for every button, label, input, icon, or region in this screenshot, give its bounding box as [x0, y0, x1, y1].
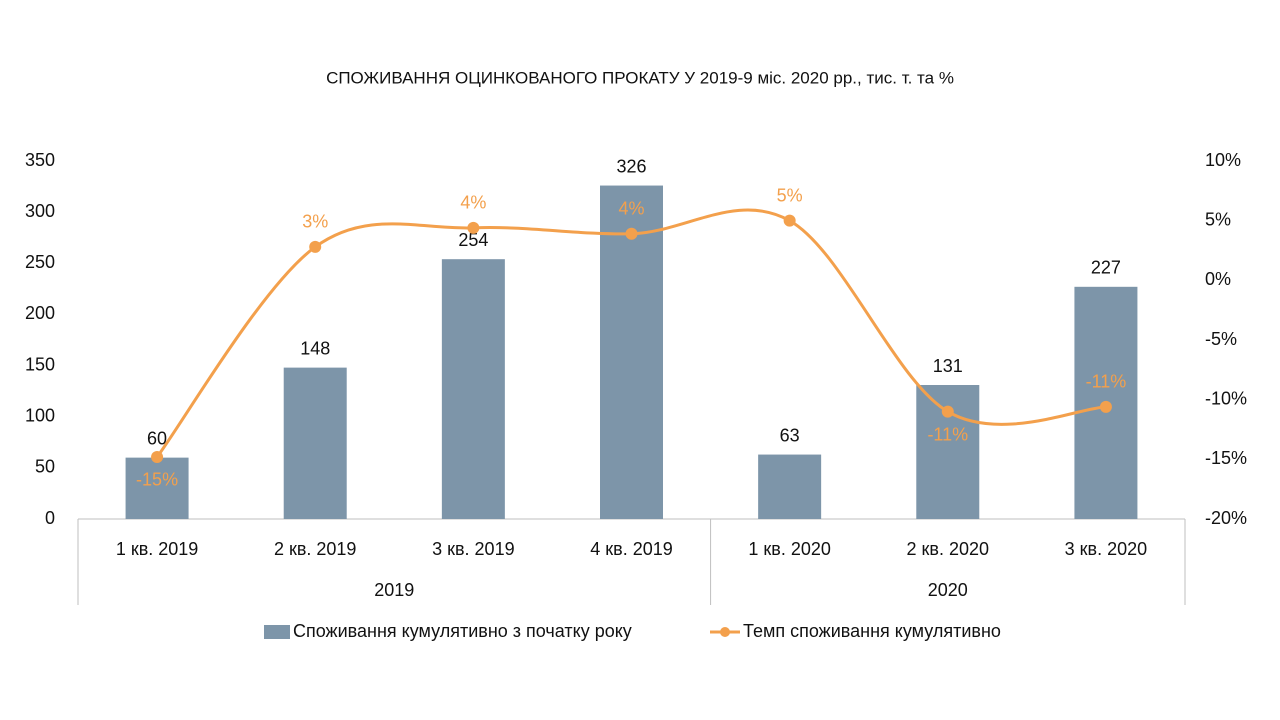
bar: [600, 185, 663, 519]
y-tick-label: 50: [35, 457, 55, 477]
x-tick-label: 3 кв. 2019: [432, 539, 515, 559]
x-tick-label: 1 кв. 2020: [748, 539, 831, 559]
line-marker: [151, 450, 164, 463]
group-label: 2019: [374, 580, 414, 600]
bar-value-label: 254: [458, 230, 488, 250]
chart-title: СПОЖИВАННЯ ОЦИНКОВАНОГО ПРОКАТУ У 2019-9…: [326, 68, 954, 87]
y2-tick-label: -5%: [1205, 329, 1237, 349]
line-value-label: -15%: [136, 470, 178, 490]
y2-tick-label: -10%: [1205, 388, 1247, 408]
x-tick-label: 2 кв. 2020: [907, 539, 990, 559]
x-tick-label: 3 кв. 2020: [1065, 539, 1148, 559]
bar: [758, 454, 822, 519]
bar: [441, 259, 505, 519]
bar-value-label: 148: [300, 338, 330, 358]
line-value-label: 3%: [302, 212, 328, 232]
bar-value-label: 326: [616, 156, 646, 176]
bar-value-label: 227: [1091, 258, 1121, 278]
x-tick-label: 1 кв. 2019: [116, 539, 199, 559]
y-tick-label: 250: [25, 252, 55, 272]
line-marker: [625, 227, 638, 240]
legend-swatch: [720, 627, 730, 637]
y-tick-label: 100: [25, 405, 55, 425]
legend-swatch: [264, 625, 290, 639]
y2-tick-label: -15%: [1205, 448, 1247, 468]
legend-label: Споживання кумулятивно з початку року: [293, 621, 632, 641]
bar: [283, 367, 347, 519]
bar-value-label: 60: [147, 428, 167, 448]
x-tick-label: 4 кв. 2019: [590, 539, 673, 559]
line-value-label: 4%: [618, 199, 644, 219]
bar: [125, 457, 189, 519]
bar-value-label: 131: [933, 356, 963, 376]
line-value-label: 4%: [460, 193, 486, 213]
x-tick-label: 2 кв. 2019: [274, 539, 357, 559]
line-value-label: -11%: [927, 424, 968, 444]
y-tick-label: 300: [25, 201, 55, 221]
y2-tick-label: -20%: [1205, 508, 1247, 528]
y-tick-label: 150: [25, 354, 55, 374]
y2-tick-label: 0%: [1205, 269, 1231, 289]
line-marker: [783, 214, 796, 227]
line-value-label: 5%: [777, 185, 803, 205]
legend-label: Темп споживання кумулятивно: [743, 621, 1001, 641]
bar-value-label: 63: [780, 425, 800, 445]
line-marker: [941, 405, 954, 418]
line-marker: [309, 240, 322, 253]
line-marker: [1099, 400, 1112, 413]
bar: [916, 385, 980, 519]
line-marker: [467, 221, 480, 234]
y-tick-label: 200: [25, 303, 55, 323]
y-tick-label: 350: [25, 150, 55, 170]
line-value-label: -11%: [1086, 372, 1127, 392]
y2-tick-label: 10%: [1205, 150, 1241, 170]
y2-tick-label: 5%: [1205, 209, 1231, 229]
y-tick-label: 0: [45, 508, 55, 528]
group-label: 2020: [928, 580, 968, 600]
